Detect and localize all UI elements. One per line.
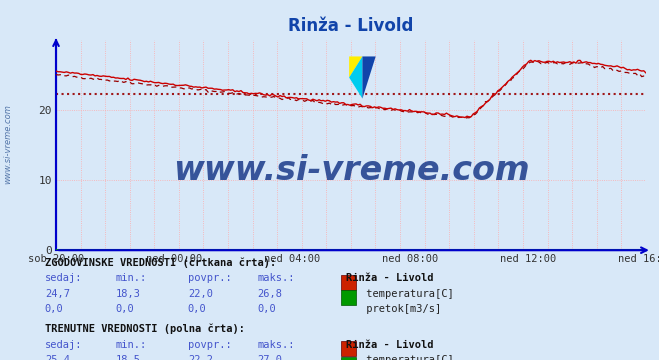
Text: 18,5: 18,5 [115,355,140,360]
Text: sedaj:: sedaj: [45,273,82,283]
Text: 0,0: 0,0 [257,304,275,314]
Text: 22,2: 22,2 [188,355,213,360]
Text: 24,7: 24,7 [45,289,70,299]
Text: maks.:: maks.: [257,339,295,350]
Text: temperatura[C]: temperatura[C] [360,355,453,360]
Polygon shape [349,57,362,99]
Text: min.:: min.: [115,339,146,350]
Text: 22,0: 22,0 [188,289,213,299]
Text: 0,0: 0,0 [45,304,63,314]
Text: 18,3: 18,3 [115,289,140,299]
Text: TRENUTNE VREDNOSTI (polna črta):: TRENUTNE VREDNOSTI (polna črta): [45,324,244,334]
Title: Rinža - Livold: Rinža - Livold [288,17,414,35]
Text: 0,0: 0,0 [115,304,134,314]
Polygon shape [349,57,362,77]
Text: 25,4: 25,4 [45,355,70,360]
Text: www.si-vreme.com: www.si-vreme.com [173,154,529,187]
Text: 0,0: 0,0 [188,304,206,314]
Text: www.si-vreme.com: www.si-vreme.com [3,104,13,184]
Text: ZGODOVINSKE VREDNOSTI (črtkana črta):: ZGODOVINSKE VREDNOSTI (črtkana črta): [45,257,276,268]
Text: temperatura[C]: temperatura[C] [360,289,453,299]
Text: povpr.:: povpr.: [188,273,231,283]
Text: sedaj:: sedaj: [45,339,82,350]
Text: 27,0: 27,0 [257,355,282,360]
Text: Rinža - Livold: Rinža - Livold [346,339,434,350]
Text: Rinža - Livold: Rinža - Livold [346,273,434,283]
Text: min.:: min.: [115,273,146,283]
Polygon shape [362,57,376,99]
Text: 26,8: 26,8 [257,289,282,299]
Text: povpr.:: povpr.: [188,339,231,350]
Text: pretok[m3/s]: pretok[m3/s] [360,304,441,314]
Text: maks.:: maks.: [257,273,295,283]
